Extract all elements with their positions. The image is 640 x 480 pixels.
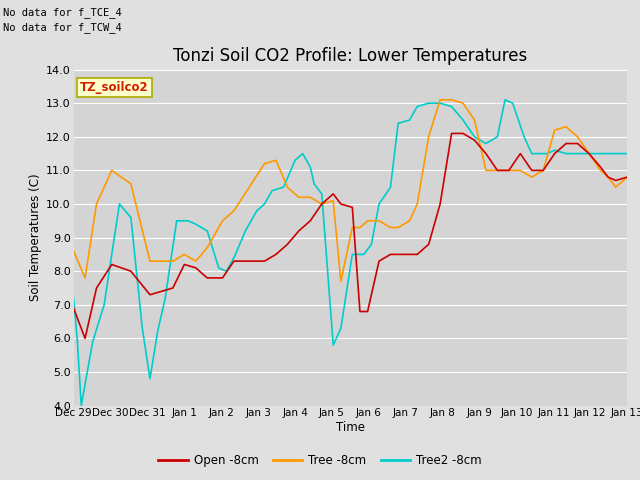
Text: TZ_soilco2: TZ_soilco2 [80, 82, 149, 95]
Title: Tonzi Soil CO2 Profile: Lower Temperatures: Tonzi Soil CO2 Profile: Lower Temperatur… [173, 47, 527, 65]
Text: No data for f_TCW_4: No data for f_TCW_4 [3, 22, 122, 33]
Legend: Open -8cm, Tree -8cm, Tree2 -8cm: Open -8cm, Tree -8cm, Tree2 -8cm [154, 449, 486, 472]
Y-axis label: Soil Temperatures (C): Soil Temperatures (C) [29, 174, 42, 301]
Text: No data for f_TCE_4: No data for f_TCE_4 [3, 7, 122, 18]
X-axis label: Time: Time [336, 421, 365, 434]
